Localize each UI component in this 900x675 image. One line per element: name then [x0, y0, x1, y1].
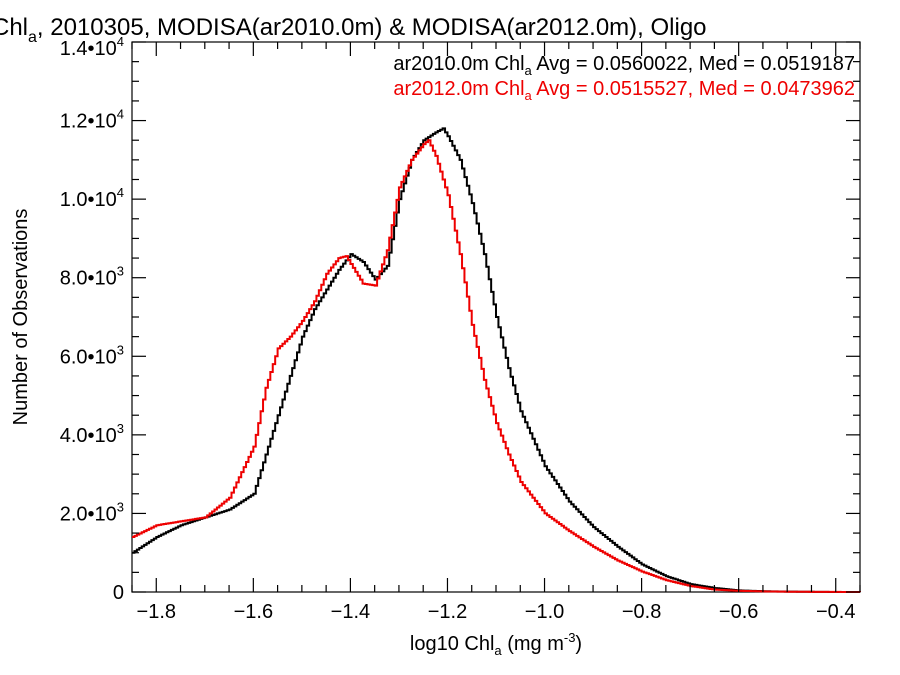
chart-title: Chla, 2010305, MODISA(ar2010.0m) & MODIS…: [0, 14, 707, 46]
y-tick-label: 4.0•103: [60, 421, 124, 447]
x-axis-label: log10 Chla (mg m-3): [410, 630, 582, 658]
y-tick-label-base: 0: [113, 582, 124, 604]
y-tick-label-base: 1.4•10: [60, 38, 117, 60]
title-main: Chl: [0, 14, 28, 41]
x-tick-label: −0.4: [816, 601, 855, 623]
y-tick-label-exponent: 3: [117, 421, 124, 436]
y-tick-label-exponent: 4: [117, 34, 124, 49]
y-tick-labels: 02.0•1034.0•1036.0•1038.0•1031.0•1041.2•…: [60, 34, 124, 604]
legend-entry-ar2012: ar2012.0m Chla Avg = 0.0515527, Med = 0.…: [393, 78, 855, 103]
tick-layer: [131, 41, 861, 593]
series-line-1: [132, 139, 861, 593]
x-tick-label: −1.2: [428, 601, 467, 623]
xlabel-superscript: -3: [564, 630, 576, 645]
legend-1-part-a: ar2012.0m Chl: [393, 78, 524, 100]
y-axis-label: Number of Observations: [10, 209, 32, 426]
legend-0-part-a: ar2010.0m Chl: [393, 53, 524, 75]
xlabel-main: log10 Chl: [410, 633, 495, 655]
x-tick-label: −0.8: [622, 601, 661, 623]
legend-entry-ar2010: ar2010.0m Chla Avg = 0.0560022, Med = 0.…: [393, 53, 855, 78]
y-tick-label-base: 8.0•10: [60, 268, 117, 290]
y-tick-label: 6.0•103: [60, 342, 124, 368]
x-tick-labels: −1.8 −1.6 −1.4 −1.2 −1.0 −0.8 −0.6 −0.4: [137, 601, 856, 623]
xlabel-subscript: a: [494, 643, 502, 658]
title-rest: , 2010305, MODISA(ar2010.0m) & MODISA(ar…: [37, 14, 707, 41]
y-tick-label-base: 1.0•10: [60, 189, 117, 211]
legend-1-subscript: a: [525, 88, 533, 103]
y-tick-label-base: 1.2•10: [60, 111, 117, 133]
legend-0-subscript: a: [525, 63, 533, 78]
y-tick-label-base: 4.0•10: [60, 425, 117, 447]
y-tick-label: 8.0•103: [60, 264, 124, 290]
y-tick-label-base: 2.0•10: [60, 503, 117, 525]
y-tick-label-exponent: 4: [117, 185, 124, 200]
y-tick-label: 1.4•104: [60, 34, 124, 60]
y-tick-label-exponent: 4: [117, 107, 124, 122]
y-tick-label-exponent: 3: [117, 342, 124, 357]
x-tick-label: −1.0: [525, 601, 564, 623]
x-tick-label: −1.6: [234, 601, 273, 623]
xlabel-close: ): [575, 633, 582, 655]
y-tick-label: 1.0•104: [60, 185, 124, 211]
legend-1-part-b: Avg = 0.0515527, Med = 0.0473962: [532, 78, 855, 100]
y-tick-label: 2.0•103: [60, 499, 124, 525]
title-subscript: a: [28, 29, 37, 46]
xlabel-units: (mg m: [502, 633, 564, 655]
x-tick-label: −1.4: [331, 601, 370, 623]
legend-0-part-b: Avg = 0.0560022, Med = 0.0519187: [532, 53, 855, 75]
y-tick-label: 1.2•104: [60, 107, 124, 133]
y-tick-label: 0: [113, 582, 124, 604]
y-tick-label-exponent: 3: [117, 499, 124, 514]
x-tick-label: −1.8: [137, 601, 176, 623]
y-tick-label-exponent: 3: [117, 264, 124, 279]
series-line-0: [132, 127, 860, 593]
series-layer: [132, 127, 861, 593]
x-tick-label: −0.6: [719, 601, 758, 623]
y-tick-label-base: 6.0•10: [60, 346, 117, 368]
